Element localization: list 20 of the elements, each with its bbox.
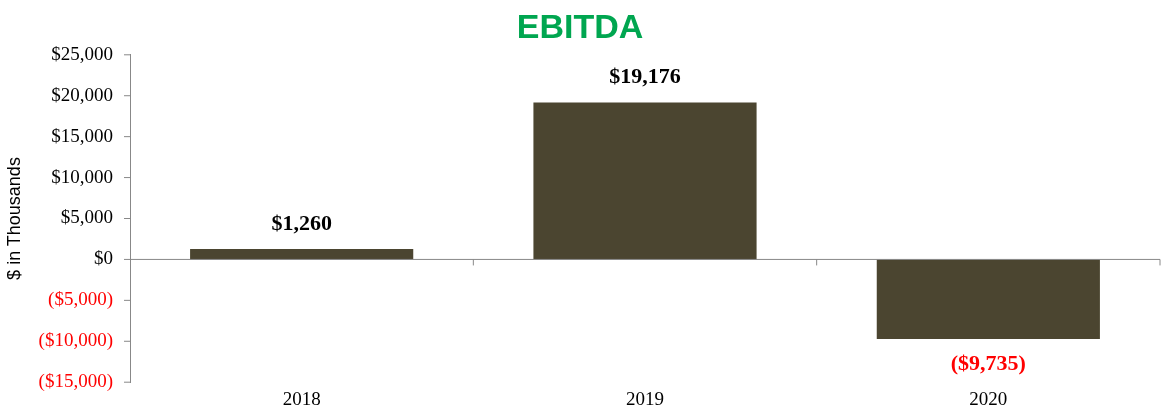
y-tick-label: ($5,000): [48, 288, 113, 311]
y-tick-label: $15,000: [51, 124, 113, 146]
data-label: ($9,735): [950, 349, 1026, 375]
bar: [533, 102, 757, 260]
x-tick-label: 2018: [282, 387, 321, 409]
y-tick-label: $25,000: [51, 42, 113, 64]
y-tick-label: ($15,000): [38, 370, 113, 393]
y-tick-label: $5,000: [60, 206, 113, 228]
y-tick-label: $0: [94, 247, 113, 269]
y-tick-label: $20,000: [51, 83, 113, 105]
y-axis-title: $ in Thousands: [3, 157, 24, 280]
y-tick-label: $10,000: [51, 165, 113, 187]
y-tick-label: ($10,000): [38, 329, 113, 352]
bar: [876, 259, 1100, 340]
chart-title: EBITDA: [516, 6, 644, 45]
data-label: $1,260: [271, 209, 332, 235]
x-tick-label: 2019: [626, 387, 664, 409]
data-label: $19,176: [609, 63, 681, 89]
bar: [190, 249, 414, 260]
x-tick-label: 2020: [969, 387, 1008, 409]
